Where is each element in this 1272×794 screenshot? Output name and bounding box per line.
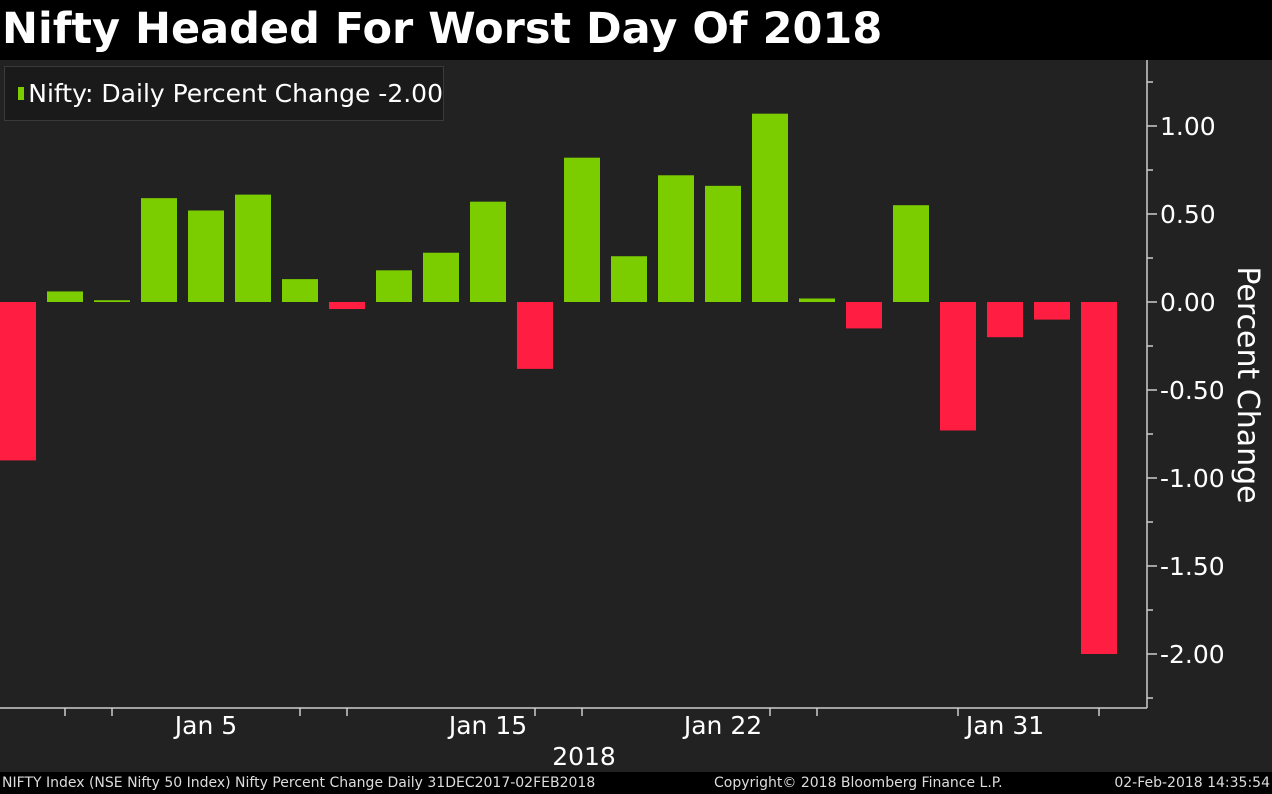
bar-19 bbox=[893, 205, 929, 302]
bar-11 bbox=[517, 302, 553, 369]
bar-3 bbox=[141, 198, 177, 302]
y-tick-label: 0.50 bbox=[1160, 200, 1216, 229]
bar-4 bbox=[188, 210, 224, 302]
bar-8 bbox=[376, 270, 412, 302]
plot-area bbox=[0, 60, 1272, 772]
x-axis-label: 2018 bbox=[552, 742, 616, 771]
bar-15 bbox=[705, 185, 741, 302]
bar-13 bbox=[611, 256, 647, 302]
x-tick-label: Jan 15 bbox=[447, 711, 527, 740]
bar-20 bbox=[940, 302, 976, 431]
bar-21 bbox=[987, 302, 1023, 338]
footer-source: NIFTY Index (NSE Nifty 50 Index) Nifty P… bbox=[2, 775, 596, 791]
footer: NIFTY Index (NSE Nifty 50 Index) Nifty P… bbox=[0, 772, 1272, 794]
y-tick-label: -2.00 bbox=[1160, 640, 1225, 669]
footer-copyright: Copyright© 2018 Bloomberg Finance L.P. bbox=[714, 775, 1003, 791]
bar-7 bbox=[329, 302, 365, 310]
bar-9 bbox=[423, 252, 459, 302]
bar-5 bbox=[235, 194, 271, 302]
bar-1 bbox=[47, 291, 83, 302]
bar-6 bbox=[282, 279, 318, 302]
bar-16 bbox=[752, 113, 788, 303]
x-tick-label: Jan 31 bbox=[964, 711, 1044, 740]
legend-label: Nifty: Daily Percent Change -2.00 bbox=[28, 79, 443, 108]
bar-14 bbox=[658, 175, 694, 302]
bar-17 bbox=[799, 298, 835, 302]
legend-swatch bbox=[18, 87, 25, 100]
chart-title: Nifty Headed For Worst Day Of 2018 bbox=[2, 4, 883, 54]
bar-23 bbox=[1081, 302, 1117, 654]
bar-0 bbox=[0, 302, 36, 461]
x-tick-label: Jan 22 bbox=[682, 711, 762, 740]
y-tick-label: -1.00 bbox=[1160, 464, 1225, 493]
bar-18 bbox=[846, 302, 882, 329]
bar-10 bbox=[470, 201, 506, 302]
y-tick-label: -1.50 bbox=[1160, 552, 1225, 581]
y-axis-label: Percent Change bbox=[1230, 266, 1265, 503]
footer-timestamp: 02-Feb-2018 14:35:54 bbox=[1114, 775, 1270, 791]
y-tick-label: -0.50 bbox=[1160, 376, 1225, 405]
bar-22 bbox=[1034, 302, 1070, 320]
legend: Nifty: Daily Percent Change -2.00 bbox=[4, 66, 444, 121]
x-tick-label: Jan 5 bbox=[173, 711, 237, 740]
bar-2 bbox=[94, 300, 130, 302]
bar-12 bbox=[564, 157, 600, 302]
y-tick-label: 0.00 bbox=[1160, 288, 1216, 317]
y-tick-label: 1.00 bbox=[1160, 112, 1216, 141]
